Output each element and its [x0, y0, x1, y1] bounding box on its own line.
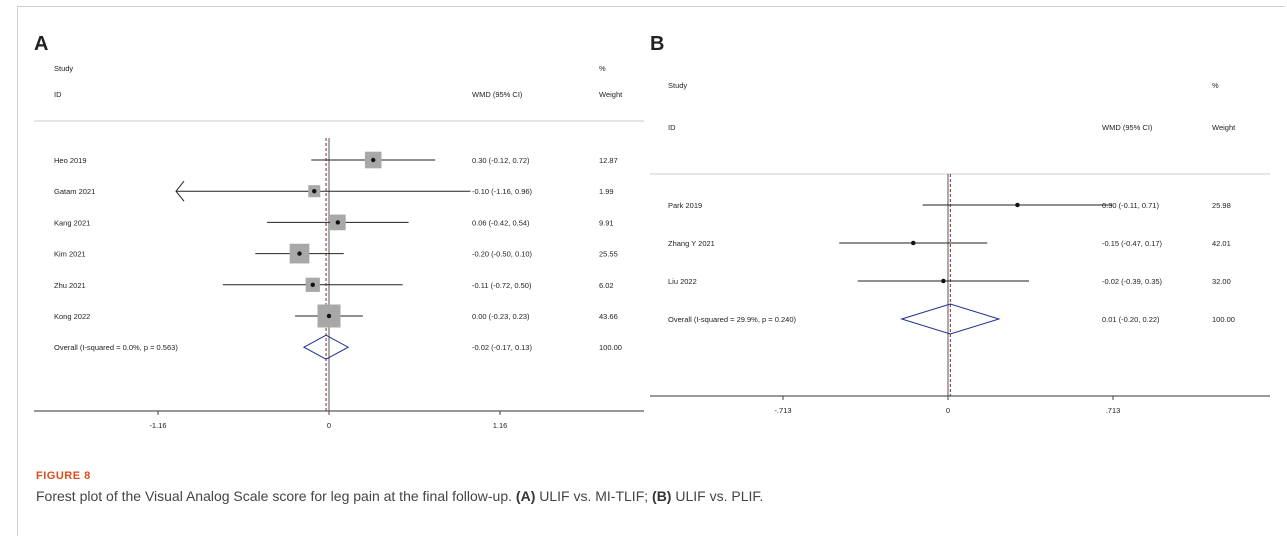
forest-plot-a: A Study % ID WMD (95% CI) Weight -1.16 0 1.16 Heo… [34, 33, 644, 430]
x-tick-label: 0 [946, 406, 950, 415]
header-percent: % [1212, 81, 1219, 90]
caption-a-text: ULIF vs. MI-TLIF; [535, 488, 653, 504]
panel-label-a: A [34, 33, 48, 55]
overall-weight-text: 100.00 [599, 343, 622, 352]
header-weight: Weight [599, 90, 623, 99]
study-ci-text: -0.15 (-0.47, 0.17) [1102, 239, 1163, 248]
study-name: Park 2019 [668, 201, 702, 210]
study-ci-text: 0.06 (-0.42, 0.54) [472, 218, 530, 227]
caption-a-tag: (A) [515, 488, 536, 504]
figure-caption-text: Forest plot of the Visual Analog Scale s… [36, 488, 1266, 504]
study-name: Liu 2022 [668, 277, 697, 286]
study-name: Zhang Y 2021 [668, 239, 715, 248]
caption-b-tag: (B) [652, 488, 672, 504]
header-wmd-ci: WMD (95% CI) [1102, 123, 1153, 132]
study-ci-text: 0.00 (-0.23, 0.23) [472, 312, 530, 321]
study-ci-text: 0.30 (-0.11, 0.71) [1102, 201, 1159, 210]
point-estimate [312, 189, 317, 194]
study-ci-text: -0.11 (-0.72, 0.50) [472, 281, 532, 290]
study-name: Kong 2022 [54, 312, 90, 321]
overall-weight-text: 100.00 [1212, 315, 1235, 324]
study-name: Heo 2019 [54, 156, 87, 165]
overall-diamond [302, 334, 350, 360]
header-study: Study [668, 81, 687, 90]
forest-plot-b: B Study % ID WMD (95% CI) Weight -.713 0 .713 Par… [650, 33, 1270, 415]
x-tick-label: -1.16 [149, 421, 166, 430]
study-name: Kang 2021 [54, 218, 90, 227]
study-name: Gatam 2021 [54, 187, 95, 196]
overall-ci-text: 0.01 (-0.20, 0.22) [1102, 315, 1160, 324]
overall-ci-text: -0.02 (-0.17, 0.13) [472, 343, 533, 352]
header-percent: % [599, 64, 606, 73]
study-weight-text: 42.01 [1212, 239, 1231, 248]
overall-label: Overall (I-squared = 0.0%, p = 0.563) [54, 343, 178, 352]
study-ci-text: -0.20 (-0.50, 0.10) [472, 250, 533, 259]
point-estimate [310, 282, 315, 287]
study-weight-text: 12.87 [599, 156, 618, 165]
header-id: ID [668, 123, 676, 132]
caption-intro: Forest plot of the Visual Analog Scale s… [36, 488, 516, 504]
study-weight-text: 9.91 [599, 218, 614, 227]
header-weight: Weight [1212, 123, 1236, 132]
overall-diamond [900, 303, 1001, 335]
x-tick-label: .713 [1106, 406, 1121, 415]
study-weight-text: 1.99 [599, 187, 614, 196]
point-estimate [1015, 202, 1020, 208]
header-wmd-ci: WMD (95% CI) [472, 90, 523, 99]
x-tick-label: 1.16 [493, 421, 508, 430]
study-weight-text: 25.98 [1212, 201, 1231, 210]
figure-caption: FIGURE 8 Forest plot of the Visual Analo… [36, 470, 1266, 504]
study-weight-text: 32.00 [1212, 277, 1231, 286]
point-estimate [297, 251, 302, 256]
study-ci-text: -0.10 (-1.16, 0.96) [472, 187, 533, 196]
study-name: Zhu 2021 [54, 281, 86, 290]
point-estimate [911, 240, 916, 246]
study-name: Kim 2021 [54, 250, 86, 259]
overall-label: Overall (I-squared = 29.9%, p = 0.240) [668, 315, 796, 324]
ci-arrow [175, 180, 185, 202]
figure-frame [17, 6, 1285, 536]
point-estimate [326, 313, 332, 319]
caption-b-text: ULIF vs. PLIF. [671, 488, 764, 504]
point-estimate [371, 157, 376, 163]
study-ci-text: -0.02 (-0.39, 0.35) [1102, 277, 1163, 286]
header-id: ID [54, 90, 62, 99]
point-estimate [941, 278, 946, 284]
study-weight-text: 25.55 [599, 250, 618, 259]
x-tick-label: 0 [327, 421, 331, 430]
point-estimate [335, 220, 341, 225]
study-weight-text: 43.66 [599, 312, 618, 321]
x-tick-label: -.713 [774, 406, 791, 415]
study-ci-text: 0.30 (-0.12, 0.72) [472, 156, 530, 165]
study-weight-text: 6.02 [599, 281, 614, 290]
header-study: Study [54, 64, 73, 73]
panel-label-b: B [650, 33, 664, 55]
figure-number: FIGURE 8 [36, 470, 91, 482]
